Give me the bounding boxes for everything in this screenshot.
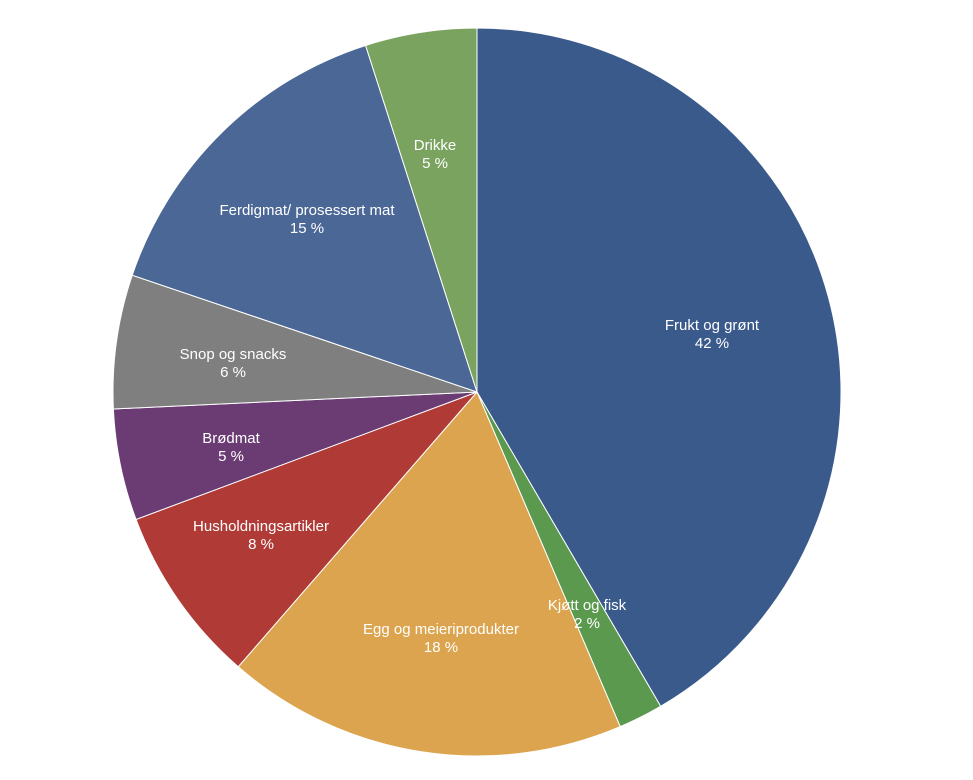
slice-category-label: Drikke <box>414 137 457 154</box>
slice-category-label: Ferdigmat/ prosessert mat <box>219 202 395 219</box>
slice-frukt-og-gront <box>476 27 842 707</box>
slice-category-label: Husholdningsartikler <box>193 518 329 535</box>
slice-value-label: 42 % <box>695 335 729 352</box>
slice-label-snop-og-snacks: Snop og snacks 6 % <box>180 346 287 381</box>
slice-label-ferdigmat-prosessert-mat: Ferdigmat/ prosessert mat 15 % <box>219 202 395 237</box>
slice-husholdningsartikler <box>135 391 478 668</box>
slice-ferdigmat-prosessert-mat <box>131 44 478 393</box>
slice-category-label: Egg og meieriprodukter <box>363 621 519 638</box>
slice-label-husholdningsartikler: Husholdningsartikler 8 % <box>193 518 329 553</box>
slice-label-brodmat: Brødmat 5 % <box>202 430 260 465</box>
slice-egg-og-meieriprodukter <box>237 391 621 757</box>
pie-slices <box>112 27 842 757</box>
slice-label-frukt-og-gront: Frukt og grønt 42 % <box>665 317 760 352</box>
slice-value-label: 15 % <box>290 220 324 237</box>
slice-label-egg-og-meieriprodukter: Egg og meieriprodukter 18 % <box>363 621 519 656</box>
slice-value-label: 2 % <box>574 615 600 632</box>
slice-snop-og-snacks <box>112 274 478 410</box>
slice-category-label: Snop og snacks <box>180 346 287 363</box>
slice-value-label: 5 % <box>218 448 244 465</box>
pie-labels: Frukt og grønt 42 % Kjøtt og fisk 2 % Egg og… <box>180 137 760 656</box>
slice-label-kjott-og-fisk: Kjøtt og fisk 2 % <box>548 597 627 632</box>
slice-value-label: 18 % <box>424 639 458 656</box>
slice-value-label: 6 % <box>220 364 246 381</box>
slice-category-label: Kjøtt og fisk <box>548 597 627 614</box>
slice-category-label: Frukt og grønt <box>665 317 760 334</box>
slice-label-drikke: Drikke 5 % <box>414 137 457 172</box>
slice-category-label: Brødmat <box>202 430 260 447</box>
slice-value-label: 8 % <box>248 536 274 553</box>
slice-value-label: 5 % <box>422 155 448 172</box>
slice-drikke <box>364 27 478 393</box>
